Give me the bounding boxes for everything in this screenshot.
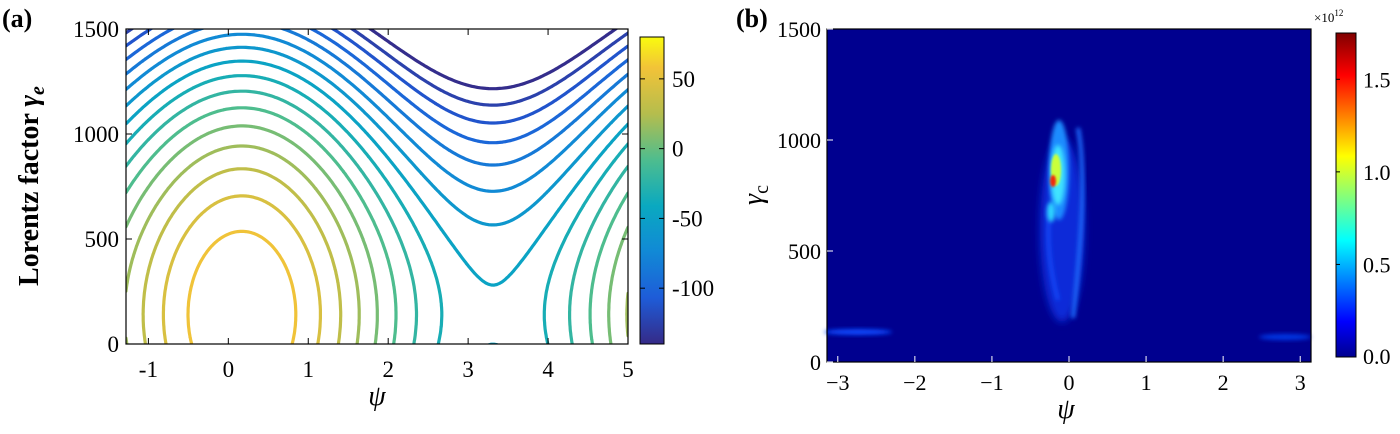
contour-line [126,29,628,125]
bunch-red-peak [1050,175,1056,187]
contour-line [126,45,628,227]
panel-b-colorbar-ticks: 0.0 0.5 1.0 1.5 [1336,67,1391,369]
panel-a-y-axis-label: Lorentz factor γe [14,86,49,286]
x-tick-label: 4 [542,357,554,382]
panel-b-colorbar-exponent: ×1012 [1314,8,1343,25]
y-tick-label: 1500 [777,17,821,42]
panel-b-heatmap [824,120,1311,340]
colorbar-tick-label: 0.5 [1363,252,1391,277]
y-tick-label: 1500 [73,17,119,42]
bunch-tail [1047,202,1055,222]
contour-line [126,29,628,145]
panel-b-label: (b) [736,4,768,33]
x-tick-label: 5 [622,357,634,382]
panel-a-x-axis-label: ψ [368,381,386,412]
colorbar-tick-label: 0 [672,137,684,162]
y-tick-label: 500 [85,227,120,252]
y-tick-label: 1000 [73,122,119,147]
contour-line [126,74,628,344]
panel-b-colorbar [1335,32,1357,358]
x-tick-label: −2 [903,370,926,395]
panel-b: (b) −3 −2 −1 0 1 2 3 0 500 1000 1500 ψ γc ×1012 0… [736,4,1391,425]
x-tick-label: -1 [139,357,158,382]
x-tick-label: 3 [462,357,474,382]
y-tick-label: 0 [108,332,120,357]
panel-b-x-axis-label: ψ [1057,394,1075,425]
contour-line [141,167,343,344]
y-tick-label: 500 [788,239,821,264]
panel-a-colorbar-ticks: -100 -50 0 50 [640,67,714,301]
x-tick-label: 1 [1141,370,1152,395]
panel-b-x-ticks: −3 −2 −1 0 1 2 3 [826,356,1306,395]
contour-line [186,229,298,344]
colorbar-tick-label: -100 [672,276,714,301]
y-tick-label: 1000 [777,128,821,153]
contour-line [161,194,322,344]
x-tick-label: −1 [980,370,1003,395]
colorbar-tick-label: 50 [672,67,695,92]
contour-line [126,144,628,344]
contour-line [126,124,628,344]
panel-b-y-axis-label: γc [738,185,773,205]
x-tick-label: 0 [223,357,235,382]
panel-a-frame [125,28,629,345]
contour-line [126,59,628,344]
contour-line [126,32,628,193]
contour-line [126,29,628,107]
x-tick-label: 2 [1218,370,1229,395]
colorbar-tick-label: 1.5 [1363,67,1391,92]
colorbar-tick-label: 0.0 [1363,344,1391,369]
edge-streak-right [1259,334,1311,340]
bunch-right-arc [1071,127,1085,319]
contour-line [126,106,628,344]
x-tick-label: 2 [382,357,394,382]
contour-lines [126,29,628,344]
x-tick-label: 0 [1064,370,1075,395]
panel-a-colorbar [639,36,665,345]
panel-a-y-ticks: 0 500 1000 1500 [73,17,628,357]
panel-a-x-ticks: -1 0 1 2 3 4 5 [139,29,634,382]
x-tick-label: −3 [826,370,849,395]
colorbar-tick-label: -50 [672,206,703,231]
edge-streak-left [824,329,892,335]
contour-line [126,89,628,344]
colorbar-tick-label: 1.0 [1363,160,1391,185]
panel-b-y-ticks: 0 500 1000 1500 [777,17,833,375]
x-tick-label: 3 [1295,370,1306,395]
x-tick-label: 1 [303,357,315,382]
y-tick-label: 0 [810,350,821,375]
panel-a-label: (a) [2,4,32,33]
contour-line [367,29,619,91]
contour-line [126,29,628,167]
